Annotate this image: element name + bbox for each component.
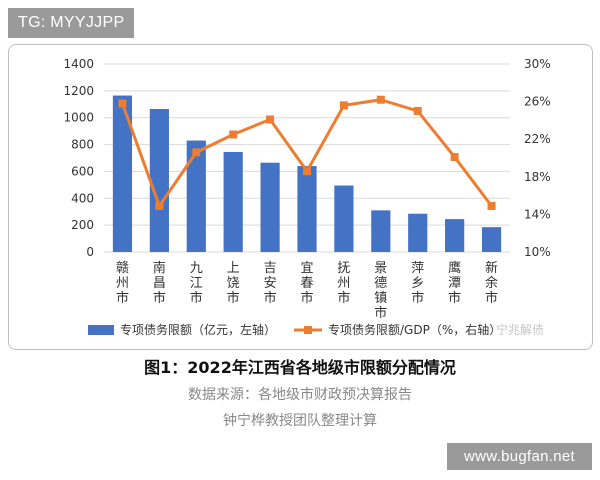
y-left-tick-label: 1000 bbox=[63, 111, 94, 125]
y-right-tick-label: 30% bbox=[524, 57, 551, 71]
x-tick-label: 萍乡市 bbox=[411, 261, 424, 306]
bar bbox=[481, 227, 502, 252]
ratio-point bbox=[413, 107, 422, 115]
legend-line-label: 专项债务限额/GDP（%，右轴） bbox=[328, 322, 501, 337]
bar bbox=[334, 185, 354, 252]
y-left-tick-label: 800 bbox=[71, 138, 94, 152]
bar bbox=[112, 95, 133, 252]
x-tick-label: 南昌市 bbox=[153, 260, 166, 306]
x-tick-label: 吉安市 bbox=[264, 261, 277, 306]
ratio-point bbox=[118, 99, 127, 108]
data-source-note: 数据来源：各地级市财政预决算报告 bbox=[188, 387, 412, 403]
ratio-point bbox=[376, 95, 385, 104]
ratio-point bbox=[266, 115, 275, 124]
y-left-tick-label: 200 bbox=[71, 218, 94, 232]
y-left-tick-label: 1200 bbox=[63, 84, 94, 98]
x-tick-label: 赣州市 bbox=[116, 261, 129, 306]
y-left-tick-label: 0 bbox=[86, 245, 94, 259]
figure-caption: 图1：2022年江西省各地级市限额分配情况 bbox=[144, 358, 456, 377]
ratio-point bbox=[155, 201, 164, 210]
ratio-point bbox=[487, 201, 496, 210]
bar bbox=[371, 210, 391, 252]
y-right-tick-label: 18% bbox=[524, 170, 551, 184]
x-tick-label: 新余市 bbox=[485, 260, 498, 306]
bar bbox=[223, 151, 243, 252]
bar bbox=[149, 108, 169, 252]
bar bbox=[260, 162, 280, 252]
y-right-tick-label: 10% bbox=[524, 245, 551, 259]
y-right-tick-label: 14% bbox=[524, 207, 551, 221]
legend-line-marker bbox=[304, 326, 312, 334]
chart-watermark: 宁兆解债 bbox=[496, 322, 544, 337]
x-tick-label: 景德镇市 bbox=[374, 261, 387, 321]
site-watermark: www.bugfan.net bbox=[447, 443, 592, 470]
bar bbox=[186, 140, 206, 252]
ratio-point bbox=[192, 148, 201, 157]
ratio-point bbox=[229, 130, 238, 139]
y-right-tick-label: 26% bbox=[524, 95, 551, 109]
y-left-tick-label: 600 bbox=[71, 164, 94, 178]
author-note: 钟宁桦教授团队整理计算 bbox=[223, 413, 377, 429]
ratio-point bbox=[303, 167, 311, 176]
x-tick-label: 抚州市 bbox=[337, 261, 350, 306]
y-left-tick-label: 400 bbox=[71, 191, 94, 205]
telegram-watermark: TG: MYYJJPP bbox=[8, 8, 134, 38]
bar bbox=[297, 166, 317, 252]
x-tick-label: 宜春市 bbox=[300, 261, 313, 306]
y-right-tick-label: 22% bbox=[524, 132, 551, 146]
ratio-point bbox=[339, 101, 348, 110]
x-tick-label: 鹰潭市 bbox=[448, 260, 461, 306]
ratio-point bbox=[450, 153, 459, 162]
x-tick-label: 九江市 bbox=[190, 261, 203, 306]
bar bbox=[408, 213, 428, 252]
chart-svg: 0 200 400 600 800 1000 1200 1400 10% 14% 18% 22% 26%… bbox=[63, 57, 551, 337]
x-tick-label: 上饶市 bbox=[227, 261, 240, 306]
y-left-tick-label: 1400 bbox=[63, 57, 94, 71]
bar bbox=[445, 219, 465, 252]
legend-bar-swatch bbox=[88, 325, 114, 335]
legend-bar-label: 专项债务限额（亿元，左轴） bbox=[120, 322, 276, 337]
